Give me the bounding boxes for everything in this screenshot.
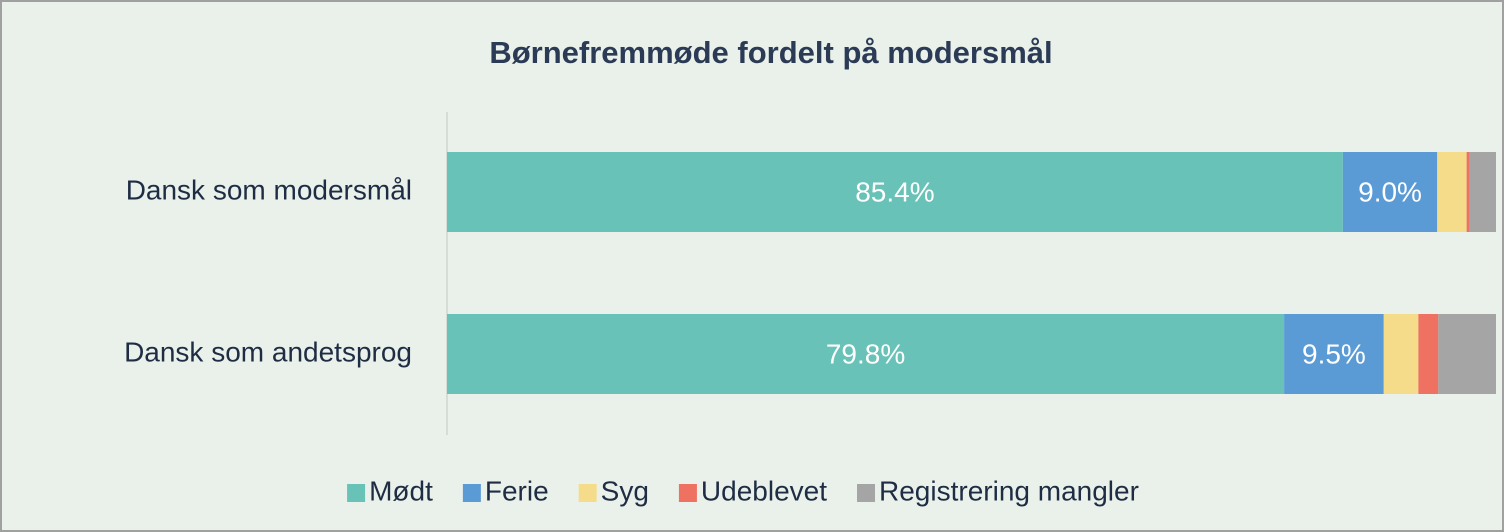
- bar-segment: [1438, 314, 1496, 394]
- legend: Mødt Ferie Syg Udeblevet Registrering mangle…: [347, 475, 1139, 506]
- legend-label: Mødt: [369, 475, 433, 506]
- bar-segment: [1466, 152, 1470, 232]
- legend-label: Registrering mangler: [879, 475, 1139, 506]
- y-tick-label: Dansk som modersmål: [126, 174, 412, 205]
- bar-segment: [447, 152, 1343, 232]
- y-tick-label: Dansk som andetsprog: [124, 336, 412, 367]
- bar-segment: [1383, 314, 1419, 394]
- bar-segment: [1418, 314, 1439, 394]
- bar-segment: [1469, 152, 1496, 232]
- data-label: 79.8%: [826, 338, 905, 369]
- legend-swatch: [578, 484, 597, 502]
- legend-swatch: [857, 484, 876, 502]
- bar-segment: [447, 314, 1285, 394]
- bar-segment: [1342, 152, 1438, 232]
- data-label: 9.0%: [1358, 176, 1422, 207]
- chart-title: Børnefremmøde fordelt på modersmål: [489, 35, 1052, 70]
- bar-segment: [1437, 152, 1467, 232]
- bar-segment: [1284, 314, 1384, 394]
- legend-label: Ferie: [485, 475, 549, 506]
- legend-swatch: [462, 484, 481, 502]
- data-label: 9.5%: [1302, 338, 1366, 369]
- data-label: 85.4%: [855, 176, 934, 207]
- legend-swatch: [678, 484, 697, 502]
- legend-label: Syg: [601, 475, 649, 506]
- legend-label: Udeblevet: [701, 475, 827, 506]
- legend-swatch: [347, 484, 366, 502]
